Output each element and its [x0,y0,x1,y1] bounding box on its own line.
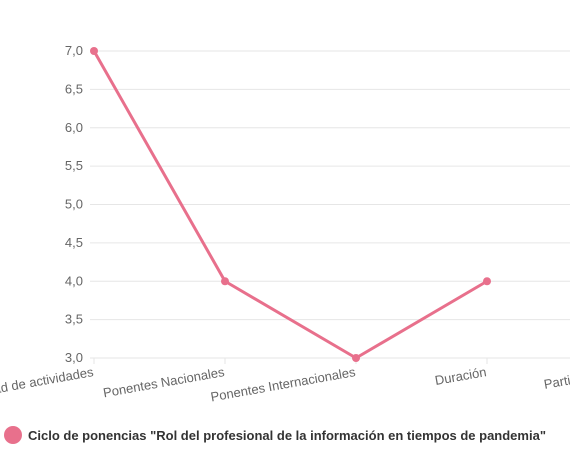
legend-label: Ciclo de ponencias "Rol del profesional … [28,427,546,443]
series-line [92,50,488,360]
data-point[interactable] [483,277,491,286]
y-tick-label: 5,5 [65,158,83,173]
x-tick-label: Variedad de actividades [0,364,95,403]
x-tick-label: Participación [543,364,570,392]
data-point[interactable] [221,277,229,286]
y-tick-label: 7,0 [65,43,83,58]
y-axis: 7,0 6,5 6,0 5,5 5,0 4,5 4,0 3,5 3,0 [65,43,83,365]
series-group [90,47,491,362]
y-tick-label: 5,0 [65,197,83,212]
gridlines [90,50,570,364]
y-tick-label: 6,0 [65,120,83,135]
y-tick-label: 6,5 [65,81,83,96]
y-tick-label: 4,0 [65,273,83,288]
legend[interactable]: Ciclo de ponencias "Rol del profesional … [4,426,546,444]
y-tick-label: 4,5 [65,235,83,250]
x-axis: Variedad de actividades Ponentes Nacional… [0,364,570,404]
line-chart: 7,0 6,5 6,0 5,5 5,0 4,5 4,0 3,5 3,0 Variedad de … [0,43,570,404]
data-point[interactable] [90,47,98,55]
y-tick-label: 3,0 [65,350,83,365]
x-tick-label: Ponentes Internacionales [209,364,357,404]
data-point[interactable] [352,354,360,362]
y-tick-label: 3,5 [65,312,83,327]
x-tick-label: Ponentes Nacionales [102,364,226,400]
x-tick-label: Duración [434,364,488,388]
legend-swatch [4,426,22,444]
